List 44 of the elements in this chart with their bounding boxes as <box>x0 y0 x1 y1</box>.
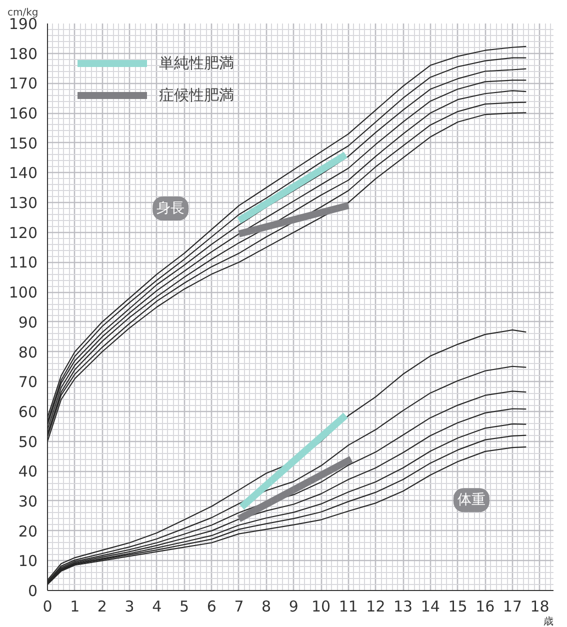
y-axis-title: cm/kg <box>8 8 38 18</box>
y-tick-label: 160 <box>8 104 38 123</box>
x-tick-label: 5 <box>179 598 190 616</box>
x-tick-label: 3 <box>124 598 134 616</box>
y-tick-label: 120 <box>8 224 38 242</box>
x-tick-label: 12 <box>366 598 386 616</box>
x-tick-label: 17 <box>502 598 522 616</box>
legend-label: 症候性肥満 <box>159 86 234 104</box>
x-tick-label: 6 <box>206 598 216 616</box>
y-tick-label: 20 <box>18 522 38 540</box>
x-tick-label: 15 <box>448 598 468 616</box>
x-tick-label: 0 <box>42 598 52 616</box>
y-tick-label: 90 <box>18 313 38 332</box>
y-tick-label: 60 <box>18 402 38 421</box>
y-tick-label: 110 <box>8 254 38 272</box>
x-tick-label: 14 <box>420 598 440 616</box>
y-tick-label: 70 <box>18 373 38 392</box>
y-tick-label: 40 <box>18 462 38 481</box>
y-tick-label: 130 <box>8 194 38 212</box>
x-tick-label: 10 <box>311 598 331 616</box>
y-tick-label: 10 <box>18 552 38 570</box>
x-tick-label: 9 <box>288 598 298 616</box>
x-tick-label: 1 <box>70 598 80 616</box>
x-tick-label: 11 <box>338 598 358 616</box>
y-tick-label: 30 <box>18 492 38 510</box>
y-tick-label: 0 <box>28 582 38 600</box>
y-tick-label: 80 <box>18 343 38 362</box>
x-tick-label: 13 <box>394 598 413 616</box>
x-tick-label: 16 <box>476 598 495 616</box>
x-tick-label: 7 <box>234 598 244 616</box>
x-tick-label: 8 <box>262 598 272 616</box>
y-tick-label: 50 <box>18 432 38 451</box>
y-tick-label: 150 <box>8 134 38 152</box>
x-tick-label: 2 <box>97 598 107 616</box>
x-tick-label: 18 <box>530 598 550 616</box>
annotation: 体重 <box>457 492 486 508</box>
x-tick-label: 4 <box>152 598 162 616</box>
y-tick-label: 140 <box>8 164 38 182</box>
x-axis-title: 歳 <box>544 616 554 627</box>
annotation: 身長 <box>156 200 185 217</box>
legend-label: 単純性肥満 <box>159 54 234 72</box>
y-tick-label: 180 <box>8 44 38 63</box>
y-tick-label: 100 <box>8 284 38 302</box>
y-tick-label: 170 <box>8 74 38 93</box>
